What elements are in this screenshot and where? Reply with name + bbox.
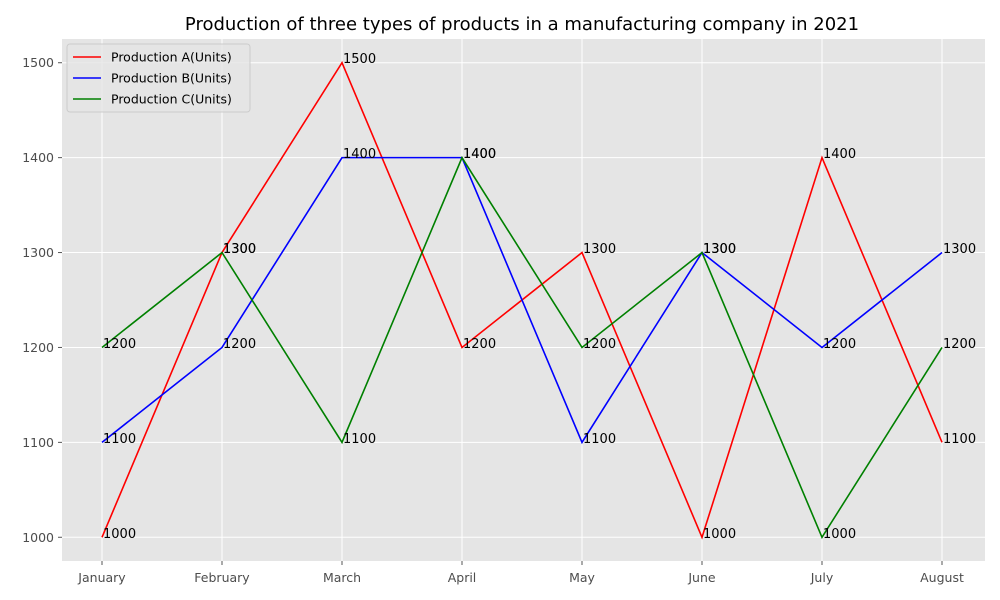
plot-background	[62, 39, 985, 561]
data-label: 1300	[703, 242, 736, 257]
y-axis-ticks: 1000 1100 1200 1300 1400 1500	[22, 55, 62, 545]
legend-label: Production A(Units)	[111, 50, 232, 65]
data-label: 1100	[943, 432, 976, 447]
y-tick-label: 1500	[22, 55, 54, 70]
series-lines	[101, 61, 943, 540]
x-tick-label: April	[448, 570, 477, 585]
data-label: 1500	[343, 52, 376, 67]
y-tick-label: 1000	[22, 530, 54, 545]
data-label: 1100	[583, 432, 616, 447]
y-tick-label: 1400	[22, 150, 54, 165]
data-label: 1000	[703, 527, 736, 542]
x-tick-label: June	[687, 570, 716, 585]
x-tick-label: February	[194, 570, 250, 585]
data-label: 1300	[703, 242, 736, 257]
data-label: 1300	[943, 242, 976, 257]
data-label: 1200	[943, 337, 976, 352]
legend-box	[66, 43, 251, 113]
x-tick-label: May	[569, 570, 595, 585]
data-label: 1400	[823, 147, 856, 162]
data-label: 1200	[223, 337, 256, 352]
x-tick-label: January	[77, 570, 126, 585]
series-line-2	[101, 156, 943, 445]
data-label: 1400	[463, 147, 496, 162]
y-tick-label: 1100	[22, 435, 54, 450]
x-axis-ticks: January February March April May June July Augu…	[77, 561, 964, 585]
data-label: 1300	[223, 242, 256, 257]
data-label: 1000	[103, 527, 136, 542]
legend: Production A(Units) Production B(Units) Pr…	[66, 43, 251, 113]
data-labels: 1000 1300 1500 1200 1300 1000 1400 1100 1100 1200…	[103, 52, 976, 542]
y-tick-label: 1200	[22, 340, 54, 355]
legend-label: Production B(Units)	[111, 71, 232, 86]
data-label: 1400	[463, 147, 496, 162]
data-label: 1200	[823, 337, 856, 352]
data-label: 1200	[463, 337, 496, 352]
x-tick-label: March	[323, 570, 361, 585]
x-tick-label: July	[810, 570, 834, 585]
data-label: 1100	[103, 432, 136, 447]
legend-label: Production C(Units)	[111, 92, 232, 107]
series-line-3	[101, 155, 943, 539]
data-label: 1300	[223, 242, 256, 257]
y-tick-label: 1300	[22, 245, 54, 260]
data-label: 1300	[583, 242, 616, 257]
x-tick-label: August	[920, 570, 964, 585]
data-label: 1000	[823, 527, 856, 542]
data-label: 1400	[343, 147, 376, 162]
data-label: 1200	[583, 337, 616, 352]
data-label: 1100	[343, 432, 376, 447]
data-label: 1200	[103, 337, 136, 352]
chart-title: Production of three types of products in…	[185, 14, 859, 35]
